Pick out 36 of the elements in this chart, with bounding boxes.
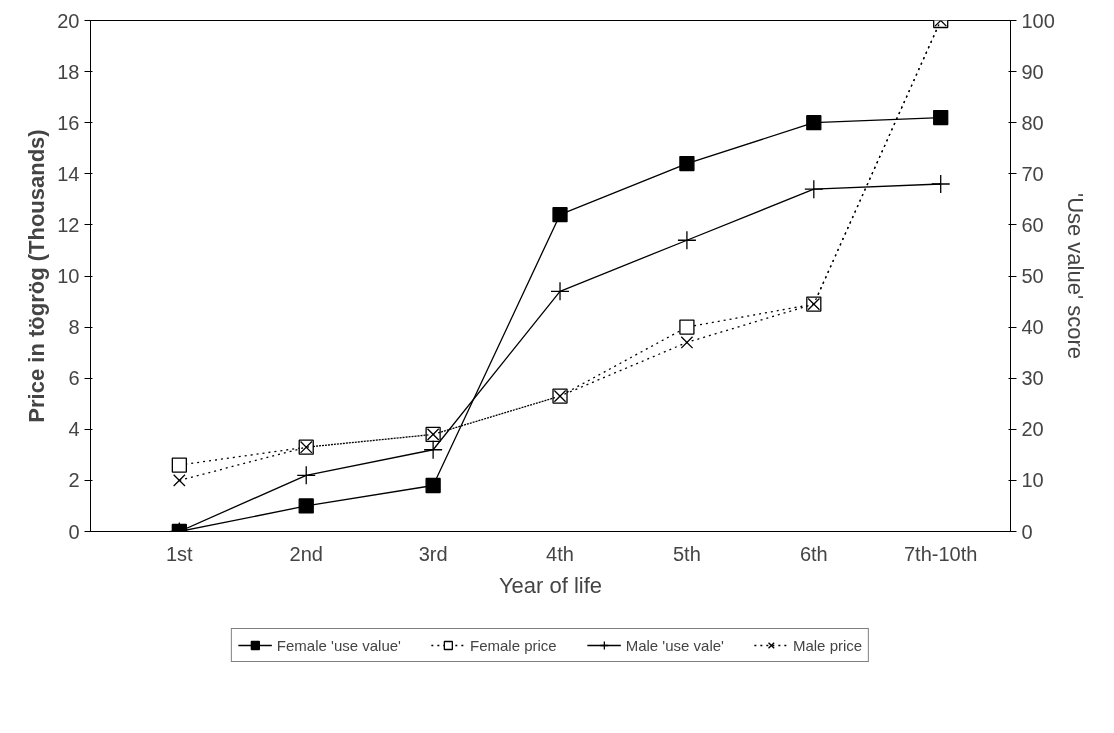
y2-tick-label: 100 bbox=[1021, 9, 1055, 32]
y-tick-label: 6 bbox=[68, 367, 80, 390]
y-tick-label: 8 bbox=[68, 316, 80, 339]
y2-tick-label: 80 bbox=[1021, 111, 1044, 134]
x-tick-label: 1st bbox=[165, 542, 194, 565]
y2-tick-label: 10 bbox=[1021, 469, 1044, 492]
x-tick-label: 7th-10th bbox=[904, 542, 978, 565]
y-tick-label: 16 bbox=[57, 111, 80, 134]
y2-tick-label: 0 bbox=[1021, 520, 1033, 543]
y-tick-label: 4 bbox=[68, 418, 80, 441]
x-tick-label: 3rd bbox=[418, 542, 448, 565]
y2-tick-label: 30 bbox=[1021, 367, 1044, 390]
y-tick-label: 20 bbox=[57, 9, 80, 32]
y2-axis-title: 'Use value' score bbox=[1062, 192, 1088, 360]
x-axis-title: Year of life bbox=[498, 572, 603, 598]
y2-tick-label: 70 bbox=[1021, 162, 1044, 185]
legend-label: Female 'use value' bbox=[276, 636, 401, 654]
y-tick-label: 10 bbox=[57, 265, 80, 287]
y-tick-label: 2 bbox=[68, 469, 80, 492]
y2-tick-label: 90 bbox=[1021, 60, 1044, 83]
y-tick-label: 14 bbox=[57, 162, 80, 185]
y2-tick-label: 50 bbox=[1021, 265, 1044, 287]
x-tick-label: 5th bbox=[673, 542, 701, 565]
y-tick-label: 12 bbox=[57, 213, 80, 236]
legend-label: Female price bbox=[469, 636, 557, 654]
y-axis-title: Price in tögrög (Thousands) bbox=[24, 129, 50, 423]
legend-label: Male price bbox=[792, 636, 863, 654]
y-tick-label: 0 bbox=[68, 520, 80, 543]
x-tick-label: 6th bbox=[799, 542, 828, 565]
y2-tick-label: 20 bbox=[1021, 418, 1044, 441]
x-tick-label: 2nd bbox=[289, 542, 323, 565]
y2-tick-label: 60 bbox=[1021, 213, 1044, 236]
legend-label: Male 'use vale' bbox=[625, 636, 724, 654]
y2-tick-label: 40 bbox=[1021, 316, 1044, 339]
x-tick-label: 4th bbox=[546, 542, 574, 565]
y-tick-label: 18 bbox=[57, 60, 80, 83]
